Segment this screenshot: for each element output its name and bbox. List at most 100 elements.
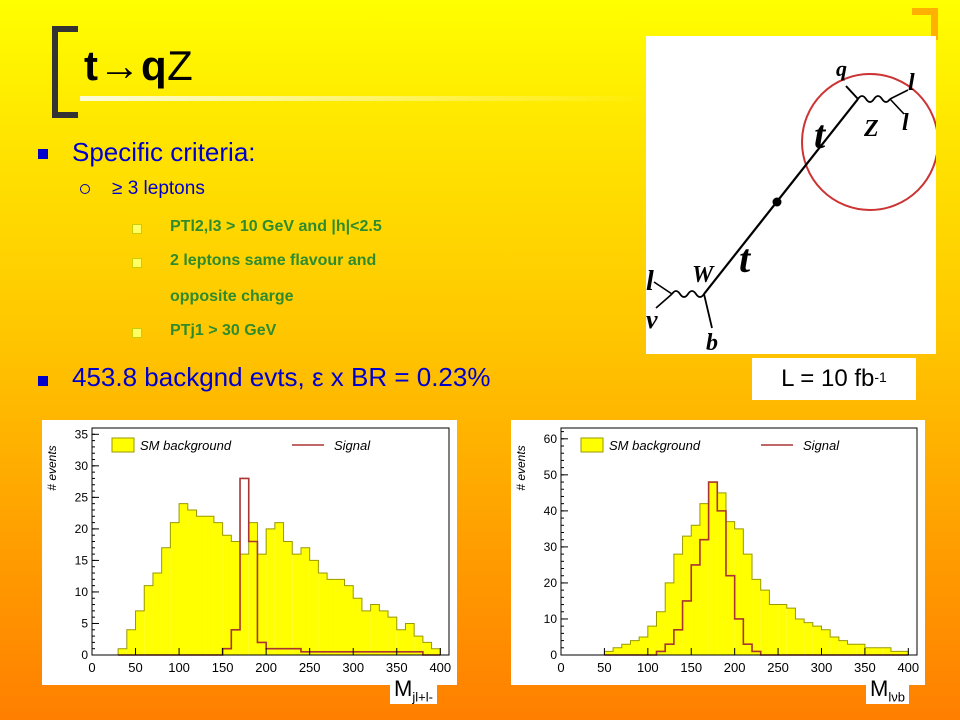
bar-background-1-31 bbox=[873, 647, 883, 655]
ytick-label-1-0: 0 bbox=[550, 648, 557, 662]
ytick-label-0-5: 25 bbox=[75, 490, 89, 504]
bar-background-0-24 bbox=[327, 579, 336, 655]
ytick-label-0-3: 15 bbox=[75, 553, 89, 567]
title-underline bbox=[80, 96, 650, 101]
bar-background-0-6 bbox=[170, 522, 180, 655]
ytick-label-1-6: 60 bbox=[544, 432, 558, 446]
lepton-w-line bbox=[653, 281, 673, 295]
bar-background-1-14 bbox=[725, 521, 735, 655]
ytick-label-0-2: 10 bbox=[75, 585, 89, 599]
neutrino-line bbox=[655, 293, 673, 309]
bullet-background-events: 453.8 backgnd evts, ε x BR = 0.23% bbox=[72, 362, 491, 392]
bullet-small-1 bbox=[132, 224, 142, 234]
xtick-label-1-1: 50 bbox=[597, 660, 611, 675]
bullet-small-3 bbox=[132, 328, 142, 338]
bar-background-1-11 bbox=[699, 503, 709, 655]
criterion-charge: opposite charge bbox=[170, 288, 294, 305]
sub-bullet-leptons: ≥ 3 leptons bbox=[112, 178, 205, 199]
bullet-square-2 bbox=[38, 376, 48, 386]
label-t1: t bbox=[814, 112, 827, 157]
axes-frame-1 bbox=[560, 427, 918, 656]
bar-background-1-26 bbox=[830, 636, 839, 655]
bar-background-0-12 bbox=[222, 535, 232, 655]
xlabel-mlnub: Mlνb bbox=[866, 676, 909, 705]
xtick-label-1-2: 100 bbox=[637, 660, 659, 675]
ytick-label-0-6: 30 bbox=[75, 459, 89, 473]
ytick-label-1-5: 50 bbox=[544, 468, 558, 482]
xtick-label-1-6: 300 bbox=[811, 660, 833, 675]
xtick-label-1-0: 0 bbox=[557, 660, 564, 675]
bar-background-0-23 bbox=[318, 573, 328, 655]
bar-background-0-35 bbox=[422, 642, 432, 655]
bar-background-0-3 bbox=[144, 585, 153, 655]
bar-background-1-21 bbox=[786, 608, 796, 655]
bar-background-0-13 bbox=[231, 541, 241, 655]
bullet-square-1 bbox=[38, 149, 48, 159]
ytick-label-0-4: 20 bbox=[75, 522, 89, 536]
luminosity-label: L = 10 fb -1 bbox=[752, 358, 916, 400]
bar-background-1-12 bbox=[708, 482, 718, 655]
bar-background-0-32 bbox=[396, 629, 406, 655]
legend-label-signal-0: Signal bbox=[334, 438, 371, 453]
lumi-text: L = 10 fb bbox=[781, 365, 875, 392]
bar-background-1-16 bbox=[743, 554, 753, 655]
criterion-pt: PTl2,l3 > 10 GeV and |h|<2.5 bbox=[170, 218, 382, 235]
xtick-label-0-2: 100 bbox=[168, 660, 190, 675]
bar-background-0-11 bbox=[213, 522, 223, 655]
bar-background-0-7 bbox=[179, 503, 188, 655]
bar-background-0-8 bbox=[187, 509, 197, 655]
lumi-exponent: -1 bbox=[874, 369, 887, 385]
bar-background-1-3 bbox=[630, 640, 640, 655]
label-l1: l bbox=[908, 70, 915, 96]
bar-background-0-9 bbox=[196, 516, 206, 655]
bar-background-1-7 bbox=[665, 582, 674, 655]
xtick-label-0-0: 0 bbox=[88, 660, 95, 675]
ytick-label-0-7: 35 bbox=[75, 427, 89, 441]
label-w: W bbox=[692, 262, 715, 288]
title-bracket-left bbox=[52, 26, 78, 118]
label-nu: ν bbox=[646, 305, 658, 334]
xtick-label-1-4: 200 bbox=[724, 660, 746, 675]
bar-background-0-16 bbox=[257, 554, 267, 655]
label-l2: l bbox=[902, 110, 909, 136]
bar-background-1-27 bbox=[838, 640, 848, 655]
bar-background-1-6 bbox=[656, 611, 666, 655]
bar-background-0-31 bbox=[388, 617, 397, 655]
ytick-label-1-3: 30 bbox=[544, 540, 558, 554]
legend-label-bg-0: SM background bbox=[140, 438, 232, 453]
background-outline-0 bbox=[117, 503, 441, 655]
bar-background-0-34 bbox=[414, 636, 423, 655]
bar-background-1-0 bbox=[604, 651, 614, 655]
bar-background-1-33 bbox=[890, 651, 900, 655]
legend-label-signal-1: Signal bbox=[803, 438, 840, 453]
bar-background-0-5 bbox=[161, 547, 171, 655]
slide-title: t→qZ bbox=[84, 42, 193, 90]
bar-background-0-29 bbox=[370, 604, 380, 655]
bar-background-0-15 bbox=[248, 522, 258, 655]
bar-background-1-29 bbox=[856, 644, 865, 655]
feynman-diagram: q l l Z t t W l ν b bbox=[646, 36, 939, 356]
lepton2-line bbox=[889, 98, 905, 115]
xtick-label-1-7: 350 bbox=[854, 660, 876, 675]
bar-background-1-17 bbox=[752, 579, 761, 655]
label-l3: l bbox=[646, 266, 654, 297]
bar-background-0-30 bbox=[379, 610, 389, 655]
bar-background-0-19 bbox=[283, 541, 293, 655]
bar-background-1-30 bbox=[864, 647, 874, 655]
production-vertex bbox=[772, 197, 782, 207]
xtick-label-1-8: 400 bbox=[897, 660, 919, 675]
xtick-label-0-3: 150 bbox=[212, 660, 234, 675]
bar-background-0-18 bbox=[274, 522, 284, 655]
legend-label-bg-1: SM background bbox=[609, 438, 701, 453]
label-z: Z bbox=[863, 116, 879, 142]
title-arrow: → bbox=[98, 42, 141, 89]
ytick-label-1-4: 40 bbox=[544, 504, 558, 518]
bar-background-0-20 bbox=[292, 554, 301, 655]
b-quark-line bbox=[703, 293, 713, 329]
xtick-label-1-5: 250 bbox=[767, 660, 789, 675]
xtick-label-1-3: 150 bbox=[680, 660, 702, 675]
bar-background-1-20 bbox=[778, 604, 787, 655]
xtick-label-0-1: 50 bbox=[128, 660, 142, 675]
label-t2: t bbox=[739, 236, 752, 281]
lepton1-line bbox=[889, 89, 909, 100]
